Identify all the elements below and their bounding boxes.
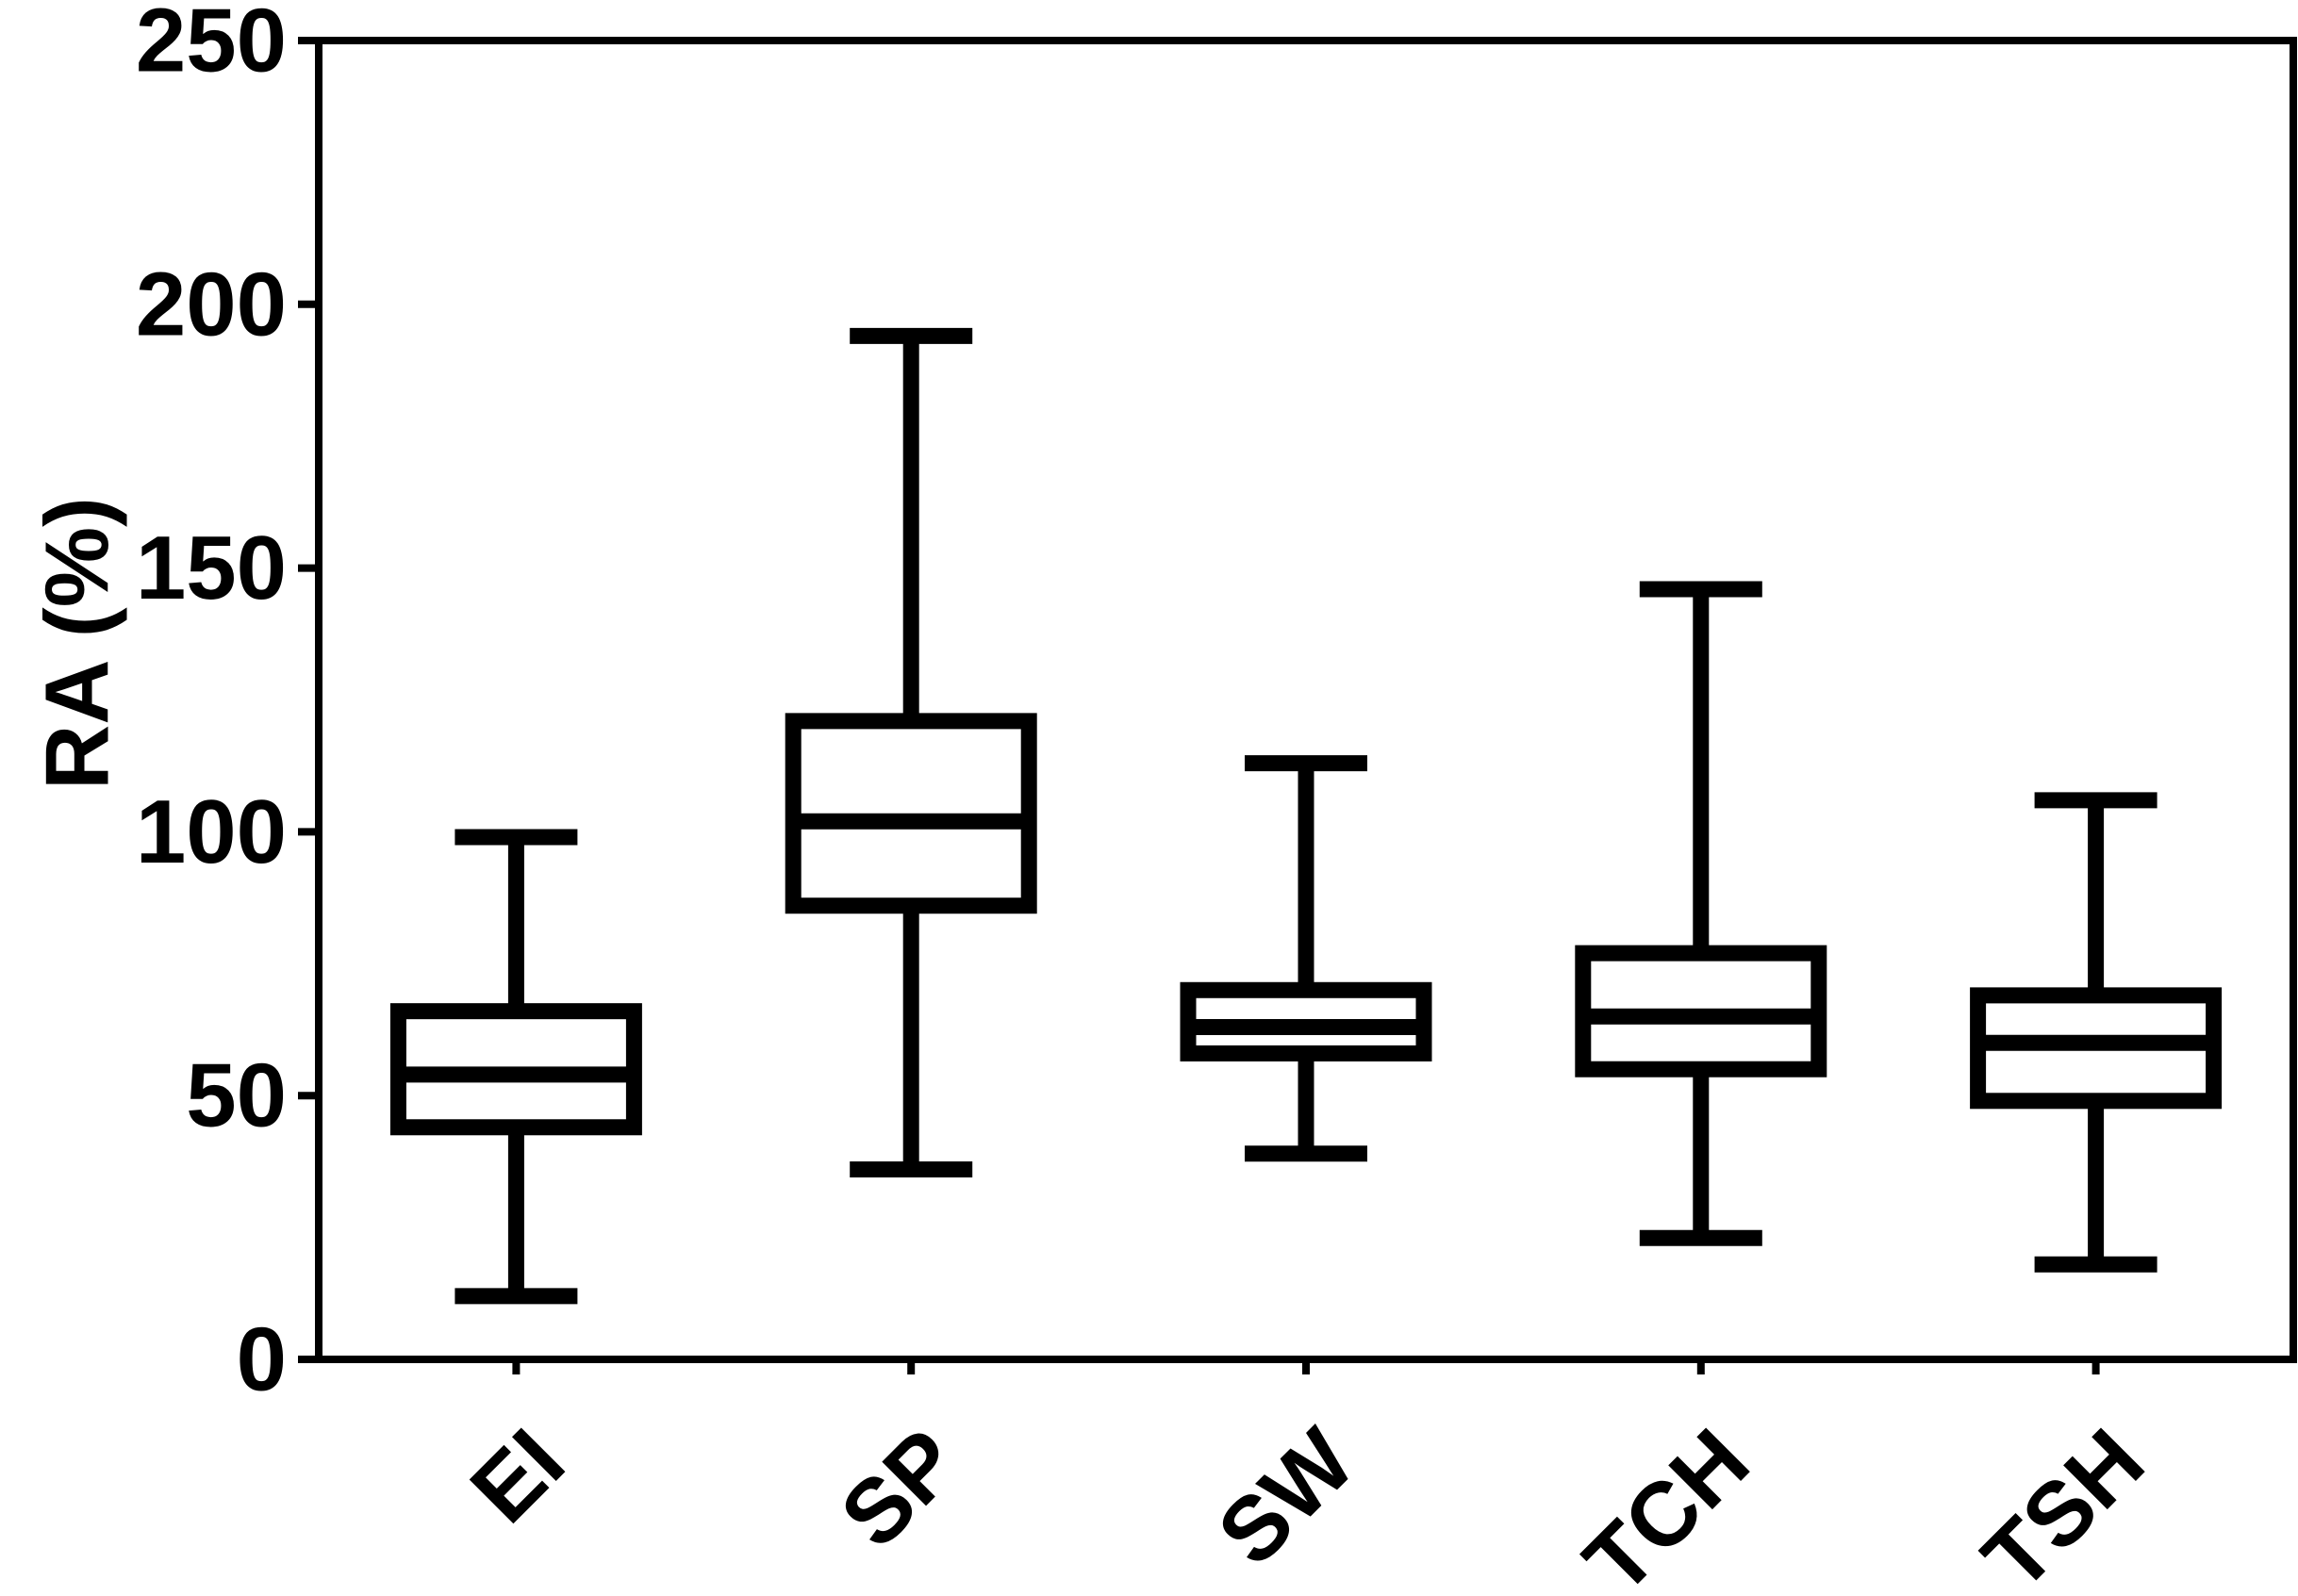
y-axis-title: RA (%): [27, 497, 128, 790]
boxes-layer: [389, 327, 2223, 1305]
y-axis: 0 50 100 150 200 250: [136, 0, 319, 1410]
y-tick-label: 100: [136, 782, 287, 882]
box-tsh: [1970, 792, 2223, 1273]
box-ei: [389, 829, 642, 1305]
y-tick-label: 150: [136, 518, 287, 618]
x-tick-label: SW: [1199, 1410, 1373, 1585]
x-tick-label: EI: [452, 1410, 584, 1542]
box-sw: [1180, 755, 1432, 1162]
x-tick-label: TCH: [1565, 1410, 1768, 1596]
y-tick-label: 200: [136, 254, 287, 354]
x-tick-label: TSH: [1964, 1410, 2163, 1596]
y-tick-label: 250: [136, 0, 287, 91]
x-tick-label: SP: [821, 1410, 978, 1567]
y-tick-label: 0: [237, 1309, 287, 1410]
box-tch: [1575, 581, 1827, 1246]
y-tick-label: 50: [186, 1045, 287, 1146]
x-axis: EI SP SW TCH TSH: [452, 1359, 2163, 1596]
box-sp: [785, 327, 1037, 1178]
